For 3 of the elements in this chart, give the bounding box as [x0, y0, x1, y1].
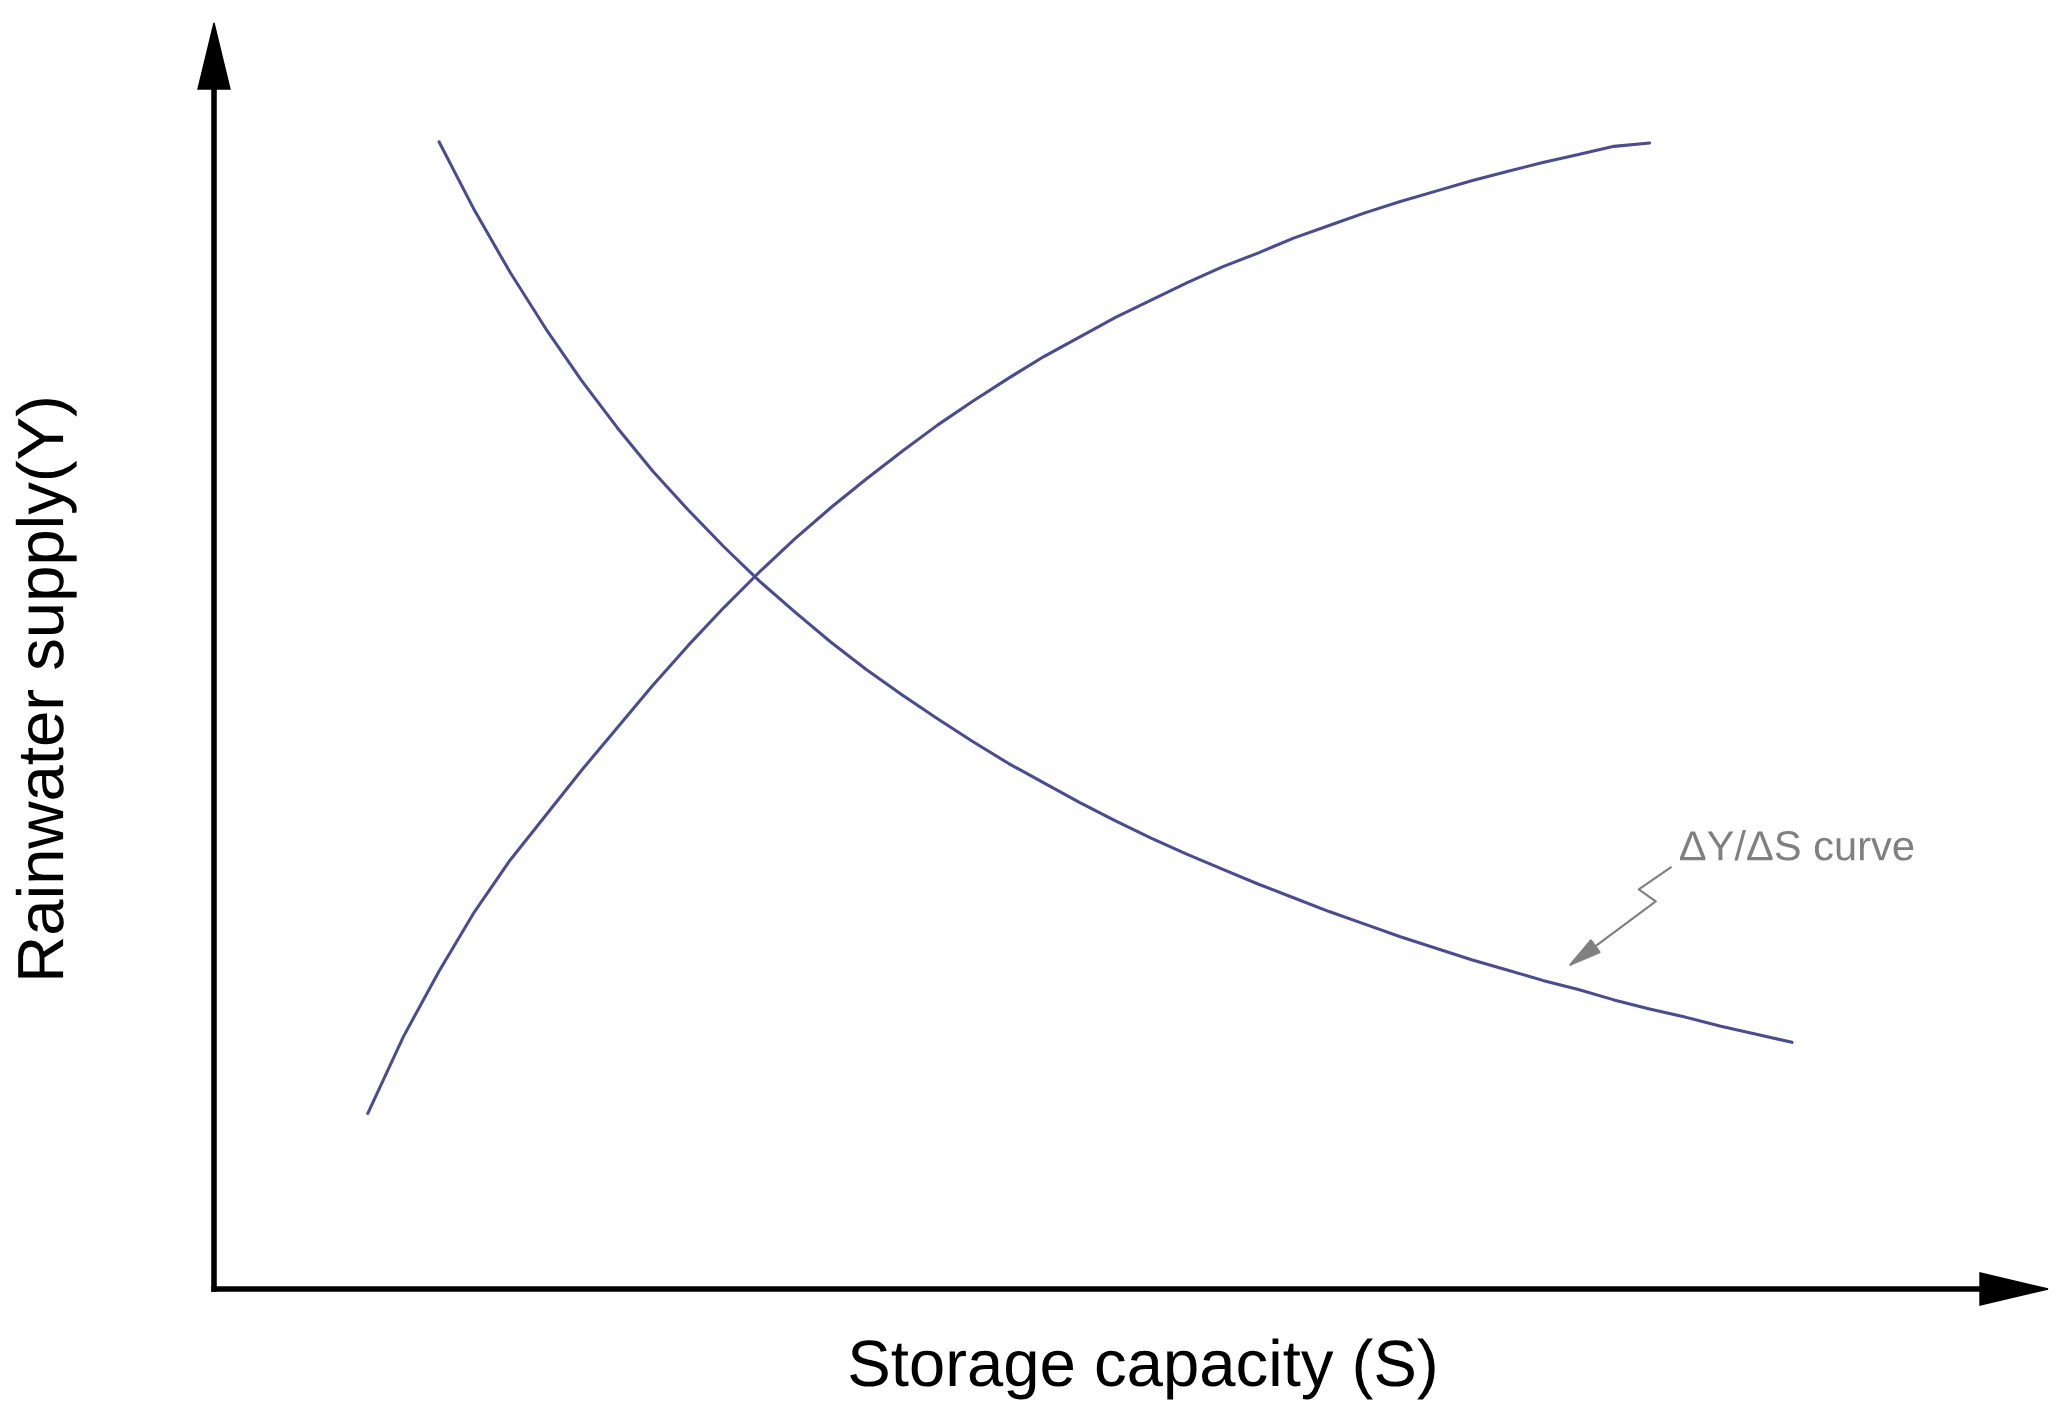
x-axis-title: Storage capacity (S): [850, 1338, 1435, 1400]
y-axis-title: Rainwater supply(Y): [15, 399, 77, 978]
annotation: ΔY/ΔS curve: [1680, 829, 1914, 861]
